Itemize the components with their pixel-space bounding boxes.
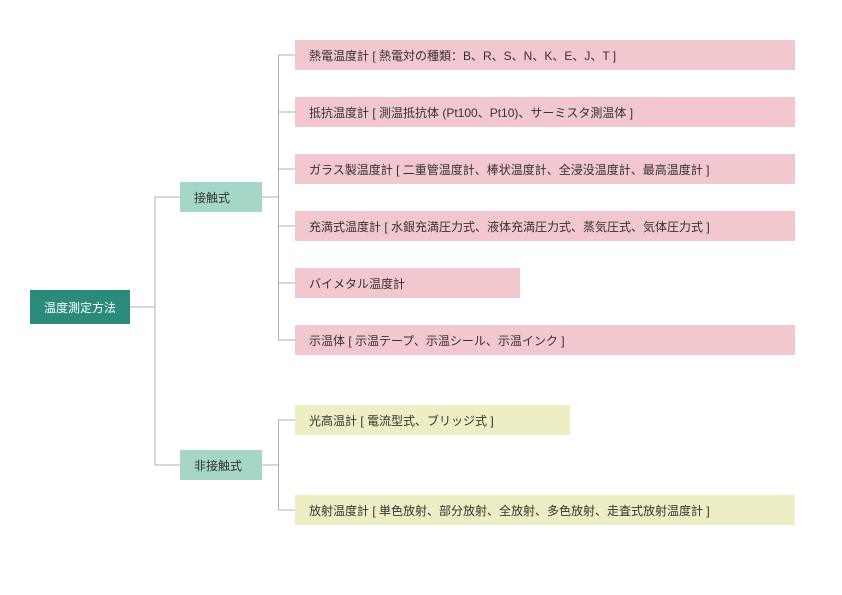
- leaf-noncontact-1: 放射温度計 [ 単色放射、部分放射、全放射、多色放射、走査式放射温度計 ]: [295, 495, 795, 525]
- root-label: 温度測定方法: [44, 299, 116, 316]
- leaf-contact-5-label: 示温体 [ 示温テープ、示温シール、示温インク ]: [309, 332, 565, 349]
- root-node: 温度測定方法: [30, 290, 130, 324]
- leaf-contact-3: 充満式温度計 [ 水銀充満圧力式、液体充満圧力式、蒸気圧式、気体圧力式 ]: [295, 211, 795, 241]
- leaf-contact-3-label: 充満式温度計 [ 水銀充満圧力式、液体充満圧力式、蒸気圧式、気体圧力式 ]: [309, 218, 710, 235]
- branch-noncontact: 非接触式: [180, 450, 262, 480]
- leaf-contact-2-label: ガラス製温度計 [ 二重管温度計、棒状温度計、全浸没温度計、最高温度計 ]: [309, 161, 709, 178]
- leaf-contact-4: バイメタル温度計: [295, 268, 520, 298]
- leaf-noncontact-0: 光高温計 [ 電流型式、ブリッジ式 ]: [295, 405, 570, 435]
- leaf-contact-1: 抵抗温度計 [ 測温抵抗体 (Pt100、Pt10)、サーミスタ測温体 ]: [295, 97, 795, 127]
- leaf-contact-2: ガラス製温度計 [ 二重管温度計、棒状温度計、全浸没温度計、最高温度計 ]: [295, 154, 795, 184]
- leaf-contact-4-label: バイメタル温度計: [309, 275, 405, 292]
- leaf-contact-0: 熱電温度計 [ 熱電対の種類：B、R、S、N、K、E、J、T ]: [295, 40, 795, 70]
- branch-noncontact-label: 非接触式: [194, 457, 242, 474]
- branch-contact-label: 接触式: [194, 189, 230, 206]
- leaf-contact-5: 示温体 [ 示温テープ、示温シール、示温インク ]: [295, 325, 795, 355]
- leaf-noncontact-0-label: 光高温計 [ 電流型式、ブリッジ式 ]: [309, 412, 494, 429]
- branch-contact: 接触式: [180, 182, 262, 212]
- leaf-noncontact-1-label: 放射温度計 [ 単色放射、部分放射、全放射、多色放射、走査式放射温度計 ]: [309, 502, 710, 519]
- leaf-contact-0-label: 熱電温度計 [ 熱電対の種類：B、R、S、N、K、E、J、T ]: [309, 47, 616, 64]
- leaf-contact-1-label: 抵抗温度計 [ 測温抵抗体 (Pt100、Pt10)、サーミスタ測温体 ]: [309, 104, 633, 121]
